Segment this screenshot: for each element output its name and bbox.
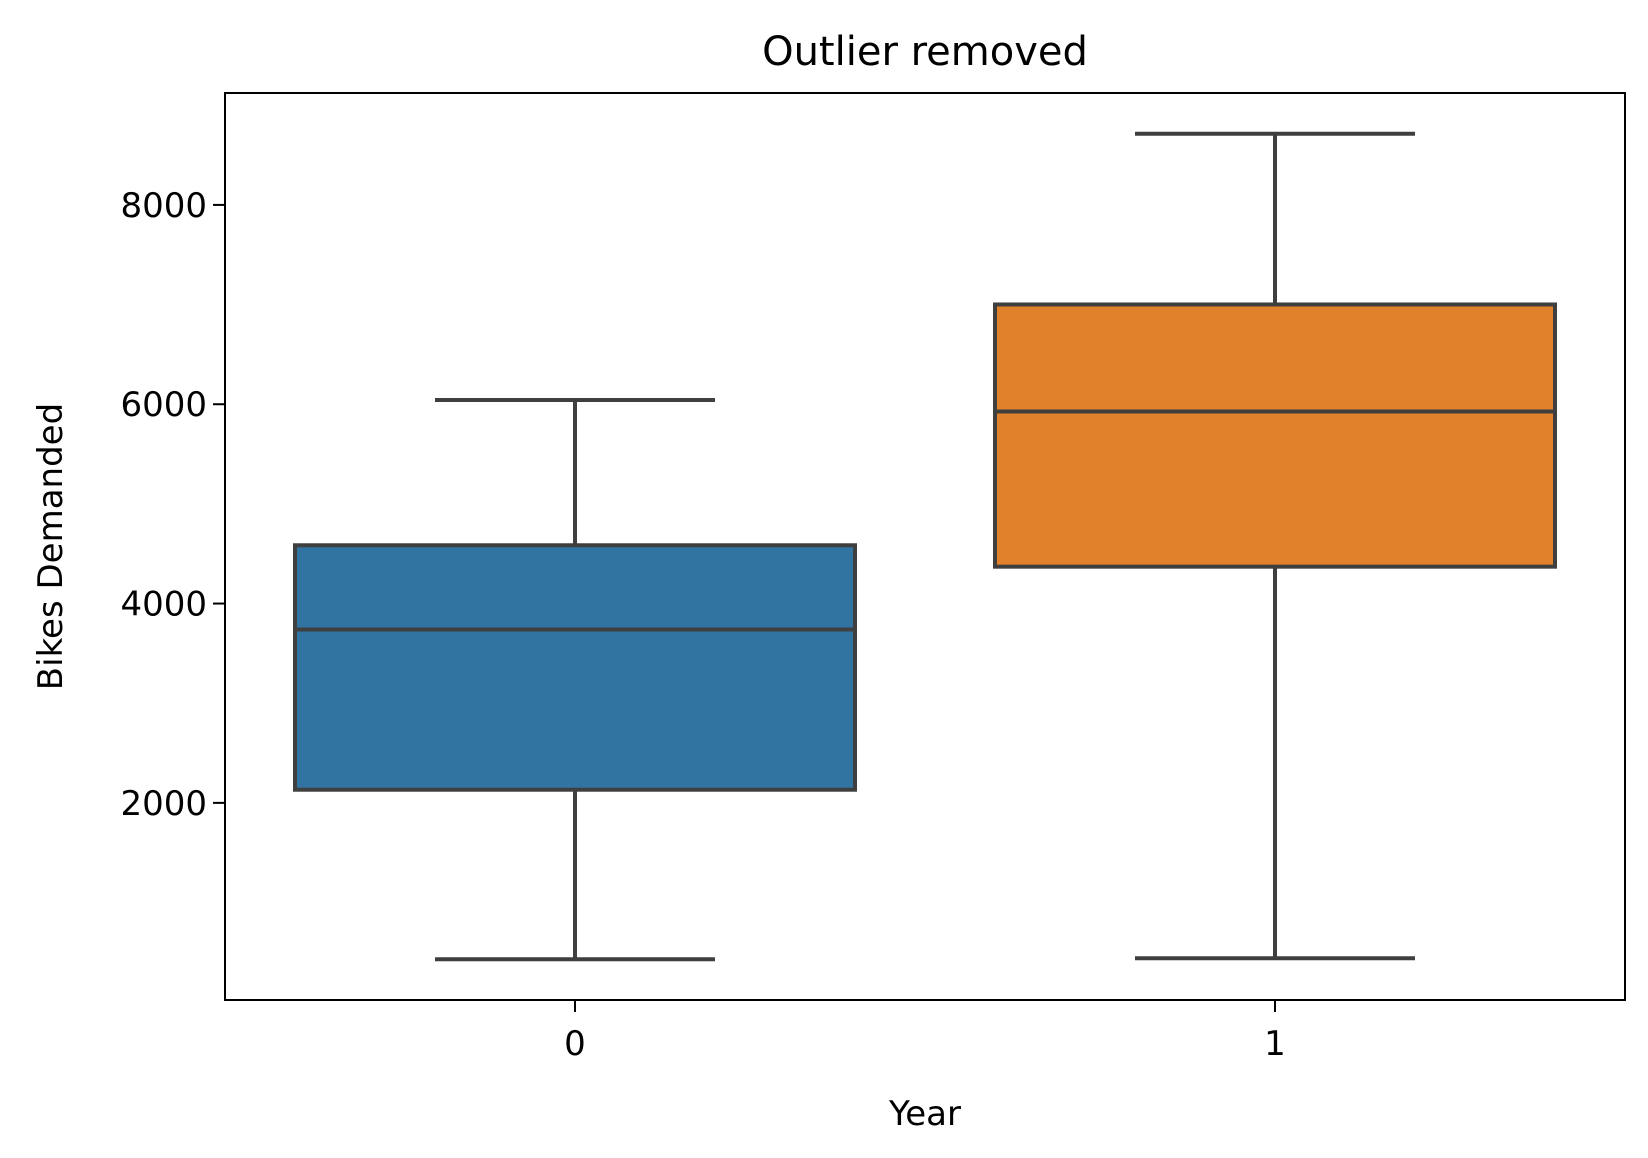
plot-area-frame	[224, 92, 1626, 1001]
boxes	[293, 131, 1557, 962]
chart-title: Outlier removed	[762, 29, 1088, 75]
y-tick-label: 6000	[120, 385, 207, 425]
box-group	[993, 131, 1557, 961]
box-group	[293, 397, 857, 962]
box-iqr	[993, 302, 1557, 569]
y-tick-label: 4000	[120, 585, 207, 625]
x-axis-label: Year	[888, 1094, 961, 1134]
y-tick-label: 2000	[120, 784, 207, 824]
x-tick-label: 0	[564, 1024, 586, 1064]
y-tick-label: 8000	[120, 186, 207, 226]
y-axis-label: Bikes Demanded	[31, 403, 71, 690]
y-axis: 2000 4000 6000 8000	[120, 186, 225, 824]
box-iqr	[293, 543, 857, 792]
x-tick-label: 1	[1264, 1024, 1286, 1064]
